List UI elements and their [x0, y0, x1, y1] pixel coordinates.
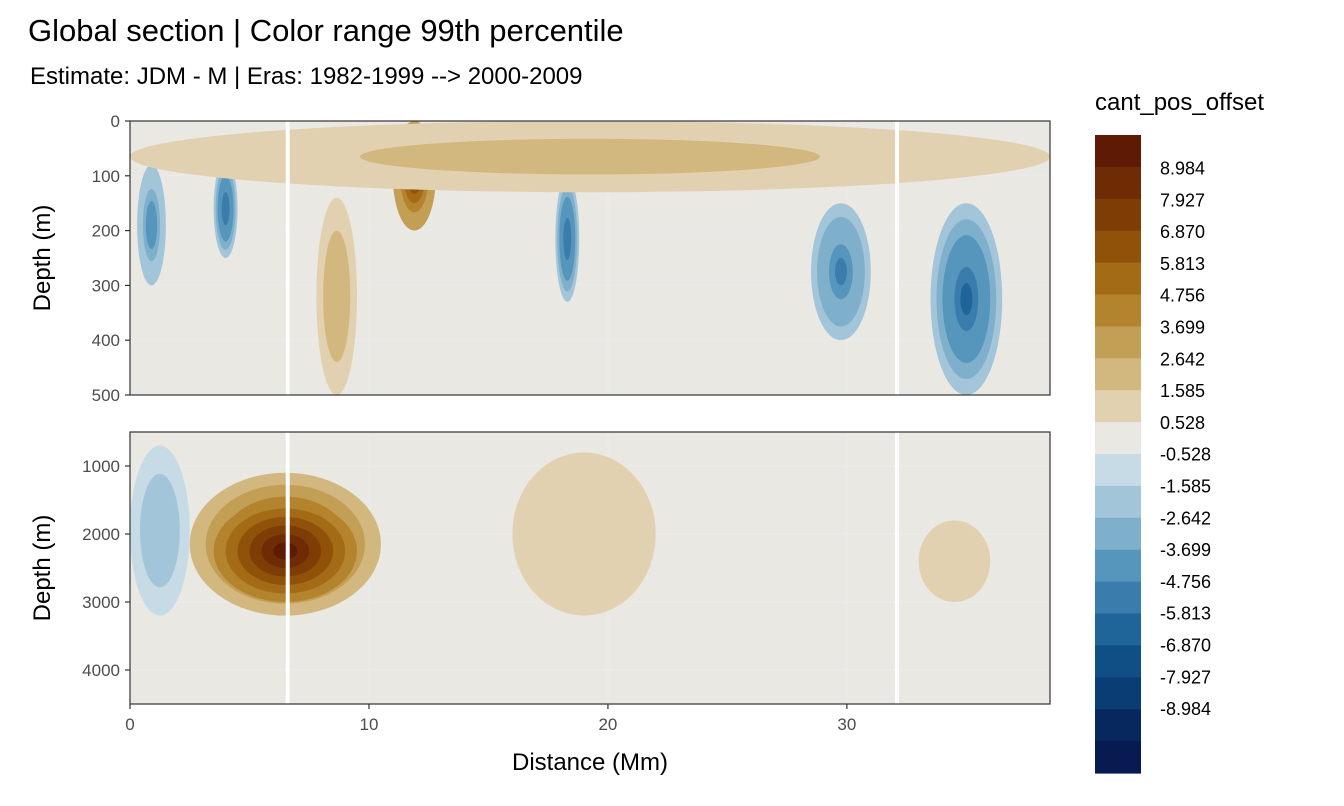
panel-upper: 0 100 200 300 400 500	[92, 112, 1051, 405]
panels-group: 0 100 200 300 400 500 1000 2000 3000 4000 0 10 20 30	[82, 112, 1051, 734]
legend-label: 5.813	[1160, 254, 1205, 274]
legend-swatch	[1095, 326, 1141, 359]
legend-swatch	[1095, 135, 1141, 168]
legend-label: -1.585	[1160, 477, 1211, 497]
field-feature-upper-5	[565, 228, 570, 250]
legend-label: -4.756	[1160, 572, 1211, 592]
legend-label: 3.699	[1160, 318, 1205, 338]
field-feature-upper-2	[329, 263, 344, 330]
legend-label: -0.528	[1160, 445, 1211, 465]
field-feature-upper-0	[223, 200, 228, 217]
y-axis-label-upper: Depth (m)	[29, 205, 56, 312]
legend-swatch	[1095, 422, 1141, 455]
legend-swatch	[1095, 262, 1141, 296]
legend-title: cant_pos_offset	[1095, 89, 1264, 116]
legend-swatch	[1095, 645, 1141, 678]
y-tick-label: 100	[92, 167, 120, 186]
x-axis-label: Distance (Mm)	[512, 749, 668, 776]
x-tick-label: 0	[125, 715, 134, 734]
legend-swatch	[1095, 198, 1141, 232]
y-tick-label: 1000	[82, 457, 120, 476]
legend-swatch	[1095, 677, 1141, 710]
legend-swatch	[1095, 581, 1141, 615]
field-feature-lower-4	[936, 540, 973, 582]
y-tick-label: 0	[111, 112, 120, 131]
field-layer	[130, 121, 1050, 395]
legend-label: -5.813	[1160, 604, 1211, 624]
missing-column	[895, 121, 900, 395]
y-tick-label: 3000	[82, 593, 120, 612]
legend-swatch	[1095, 517, 1141, 551]
legend-colorbar: 8.984 7.927 6.870 5.813 4.756 3.699 2.642 1.585…	[1095, 135, 1211, 774]
field-feature-lower-3	[548, 493, 620, 575]
legend-label: -2.642	[1160, 508, 1211, 528]
y-axis-label-lower: Depth (m)	[29, 515, 56, 622]
legend-label: 6.870	[1160, 222, 1205, 242]
legend-label: 0.528	[1160, 413, 1205, 433]
field-feature-lower-2	[149, 502, 170, 559]
legend-swatch	[1095, 294, 1141, 327]
y-tick-label: 200	[92, 222, 120, 241]
legend-swatch	[1095, 358, 1141, 391]
legend-swatch	[1095, 230, 1141, 264]
legend-label: -7.927	[1160, 667, 1211, 687]
y-tick-label: 300	[92, 276, 120, 295]
missing-column	[895, 432, 900, 704]
legend-label: 1.585	[1160, 381, 1205, 401]
field-feature-lower-1	[273, 542, 298, 560]
legend-swatch	[1095, 741, 1141, 774]
y-tick-label: 500	[92, 386, 120, 405]
legend-label: 8.984	[1160, 159, 1205, 179]
legend-label: 7.927	[1160, 190, 1205, 210]
legend-swatch	[1095, 166, 1141, 200]
legend-swatch	[1095, 485, 1141, 519]
legend-label: -3.699	[1160, 540, 1211, 560]
field-feature-upper-7	[960, 283, 973, 316]
legend-swatch	[1095, 454, 1141, 487]
chart-title: Global section | Color range 99th percen…	[28, 13, 624, 48]
legend-swatch	[1095, 390, 1141, 423]
field-feature-upper-6	[834, 258, 847, 286]
legend-swatch	[1095, 549, 1141, 583]
legend-label: 2.642	[1160, 349, 1205, 369]
y-tick-label: 4000	[82, 661, 120, 680]
y-tick-label: 400	[92, 331, 120, 350]
x-tick-label: 20	[598, 715, 617, 734]
panel-border	[129, 120, 1051, 396]
legend-label: -6.870	[1160, 636, 1211, 656]
legend-label: 4.756	[1160, 286, 1205, 306]
x-tick-label: 10	[360, 715, 379, 734]
field-layer	[130, 445, 991, 616]
panel-lower: 1000 2000 3000 4000 0 10 20 30	[82, 431, 1051, 734]
chart-subtitle: Estimate: JDM - M | Eras: 1982-1999 --> …	[30, 63, 582, 90]
legend-swatch	[1095, 709, 1141, 742]
legend-label: -8.984	[1160, 699, 1211, 719]
panel-border	[129, 431, 1051, 705]
x-tick-label: 30	[837, 715, 856, 734]
missing-column	[285, 432, 290, 704]
missing-column	[285, 121, 290, 395]
y-tick-label: 2000	[82, 525, 120, 544]
field-feature-upper-1	[148, 213, 155, 238]
legend-swatch	[1095, 613, 1141, 646]
field-feature-upper-8	[360, 138, 820, 175]
